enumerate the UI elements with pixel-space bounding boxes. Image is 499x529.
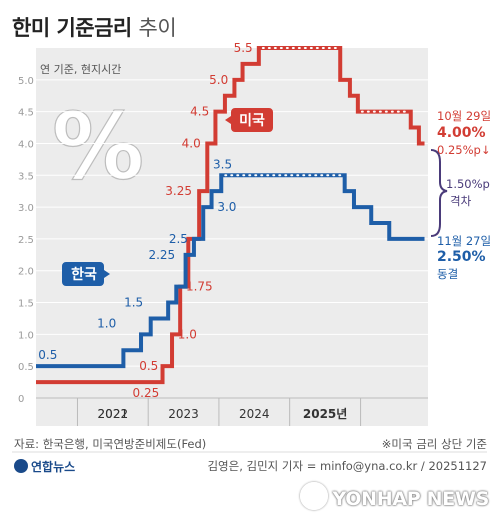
us-tag-label: 미국 [239, 113, 265, 129]
us-tag-box [225, 108, 273, 132]
watermark-text: YONHAP NEWS [332, 488, 489, 510]
unit-note: 연 기준, 현지시간 [40, 63, 121, 76]
y-tick-label: 3.0 [18, 203, 34, 214]
footnote: ※미국 금리 상단 기준 [381, 437, 487, 451]
gap-label: 격차 [450, 194, 472, 208]
gap-value: 1.50%p [446, 177, 490, 191]
watermark: YONHAP NEWS [300, 482, 489, 510]
logo-text: 연합뉴스 [31, 460, 76, 474]
yonhap-logo: 연합뉴스 [14, 458, 75, 475]
korea-tag: 한국 [62, 262, 110, 286]
source-note: 자료: 한국은행, 미국연방준비제도(Fed) [14, 437, 207, 451]
title-main: 한미 기준금리 [12, 16, 132, 40]
y-tick-label: 5.0 [18, 76, 34, 87]
series-line-korea [36, 173, 425, 369]
page-title: 한미 기준금리 추이 [12, 12, 177, 42]
x-tick-label: 2025년 [303, 407, 347, 421]
us-change: 0.25%p↓ [437, 143, 490, 157]
data-label: 3.25 [165, 184, 192, 198]
y-tick-label: 2.5 [18, 235, 34, 246]
watermark-icon [300, 482, 329, 510]
data-label: 1.5 [124, 296, 143, 310]
data-label: 3.0 [217, 200, 236, 214]
y-tick-label: 0.5 [18, 362, 34, 373]
data-label: 3.5 [213, 157, 232, 171]
data-label: 4.5 [190, 105, 209, 119]
data-label: 1.0 [97, 316, 116, 330]
y-tick-label: 1.5 [18, 299, 34, 310]
y-tick-label: 4.5 [18, 108, 34, 119]
us-date: 10월 29일 [437, 109, 491, 123]
data-label: 2.25 [148, 248, 175, 262]
gap-brace [430, 149, 448, 237]
y-tick-label: 1.0 [18, 330, 34, 341]
title-sub: 추이 [138, 16, 177, 40]
us-tag: 미국 [225, 108, 273, 132]
credit-line: 김영은, 김민지 기자 = minfo@yna.co.kr / 20251127 [207, 459, 487, 473]
data-label: 5.5 [234, 41, 253, 55]
data-label: 5.0 [209, 73, 228, 87]
percent-symbol: % [52, 93, 144, 200]
data-label: 0.25 [133, 386, 160, 400]
korea-date: 11월 27일 [437, 234, 491, 248]
data-label: 1.75 [186, 280, 213, 294]
data-label: 0.5 [139, 359, 158, 373]
x-tick-label: 2023 [168, 407, 199, 421]
y-tick-label: 3.5 [18, 171, 34, 182]
korea-tag-box [62, 262, 110, 286]
y-tick-label: 2.0 [18, 267, 34, 278]
data-label: 4.0 [182, 136, 201, 150]
y-tick-label: 4.0 [18, 139, 34, 150]
data-label: 1.0 [178, 327, 197, 341]
data-label: 0.5 [38, 348, 57, 362]
data-label: 2.5 [169, 232, 188, 246]
korea-value: 2.50% [437, 249, 486, 265]
yonhap-logo-icon [14, 459, 28, 473]
series-line-us [36, 46, 425, 385]
x-tick-label: 2021 [98, 407, 129, 421]
x-tick-label: 2022 [98, 407, 129, 421]
korea-change: 동결 [437, 267, 458, 281]
korea-tag-label: 한국 [71, 267, 97, 283]
x-tick-label: 2024 [239, 407, 270, 421]
y-tick-label: 0 [18, 394, 24, 405]
us-value: 4.00% [437, 125, 486, 141]
